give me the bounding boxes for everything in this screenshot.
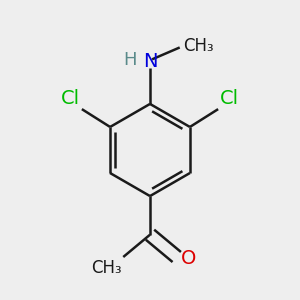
Text: O: O (181, 249, 196, 268)
Text: N: N (143, 52, 157, 71)
Text: Cl: Cl (61, 89, 80, 108)
Text: CH₃: CH₃ (183, 37, 213, 55)
Text: CH₃: CH₃ (91, 260, 122, 278)
Text: H: H (123, 51, 136, 69)
Text: Cl: Cl (220, 89, 239, 108)
